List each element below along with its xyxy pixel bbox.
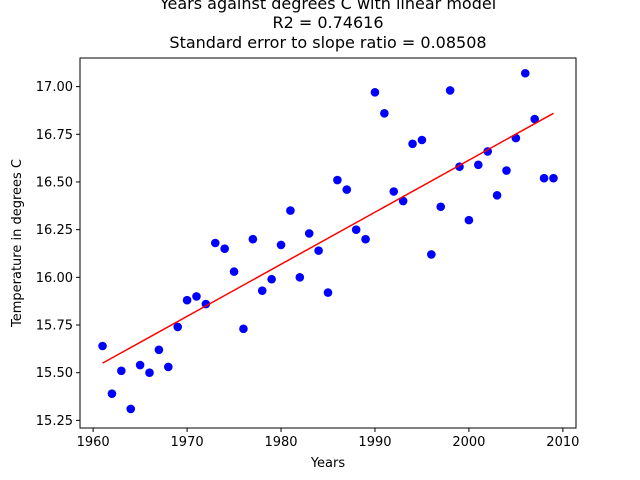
- data-point: [145, 368, 154, 377]
- data-point: [135, 360, 145, 370]
- data-point: [417, 135, 427, 145]
- x-tick-label: 1990: [358, 435, 391, 450]
- x-axis-label: Years: [310, 456, 346, 471]
- title-line-2: R2 = 0.74616: [272, 13, 383, 32]
- data-point: [126, 404, 136, 414]
- data-point: [248, 234, 258, 244]
- data-point: [333, 175, 342, 185]
- data-point: [220, 244, 229, 254]
- data-point: [117, 366, 126, 376]
- data-point: [192, 292, 201, 301]
- x-tick-label: 1960: [77, 435, 110, 450]
- y-tick-label: 16.50: [36, 175, 73, 190]
- data-point: [257, 286, 267, 295]
- data-point: [380, 109, 389, 118]
- data-point: [445, 86, 455, 95]
- data-point: [286, 206, 295, 215]
- title-line-1: Years against degrees C with linear mode…: [159, 0, 496, 13]
- data-point: [398, 196, 408, 206]
- y-tick-label: 17.00: [36, 80, 73, 95]
- plot-frame: [79, 57, 577, 429]
- data-point: [154, 345, 164, 355]
- data-point: [436, 202, 446, 212]
- data-point: [520, 68, 530, 78]
- data-point: [314, 246, 323, 255]
- data-point: [304, 229, 314, 238]
- data-point: [351, 225, 361, 234]
- data-point: [539, 173, 549, 183]
- y-tick-label: 16.00: [36, 271, 73, 286]
- data-point: [239, 324, 248, 334]
- y-axis-ticks: 15.25 15.50 15.75 16.00 16.25 16.50 16.75 17.00: [36, 80, 80, 429]
- data-point: [474, 160, 483, 170]
- regression-line-group: [102, 112, 554, 364]
- data-point: [210, 238, 220, 248]
- data-point: [173, 322, 182, 332]
- data-point: [201, 299, 211, 309]
- x-tick-label: 1980: [264, 435, 297, 450]
- data-point: [98, 341, 107, 351]
- data-point: [182, 295, 192, 305]
- data-point: [502, 166, 511, 175]
- data-point: [164, 362, 173, 372]
- y-tick-label: 15.75: [36, 319, 73, 334]
- y-tick-label: 16.75: [36, 128, 73, 143]
- data-point: [389, 187, 399, 196]
- data-point: [107, 389, 117, 398]
- x-tick-label: 2000: [452, 435, 485, 450]
- data-point: [295, 273, 305, 282]
- y-tick-label: 16.25: [36, 223, 73, 238]
- data-point: [229, 267, 239, 276]
- data-point: [361, 234, 370, 244]
- data-points: [98, 68, 558, 414]
- x-tick-label: 1970: [171, 435, 204, 450]
- data-point: [370, 88, 380, 97]
- data-point: [492, 191, 502, 200]
- data-point: [342, 185, 352, 194]
- y-tick-label: 15.50: [36, 366, 73, 381]
- data-point: [276, 240, 286, 250]
- chart-title: Years against degrees C with linear mode…: [159, 0, 496, 52]
- title-line-3: Standard error to slope ratio = 0.08508: [169, 33, 486, 52]
- y-axis-label: Temperature in degrees C: [10, 159, 25, 328]
- regression-line: [102, 112, 554, 364]
- x-tick-label: 2010: [546, 435, 579, 450]
- data-point: [464, 215, 474, 225]
- data-point: [427, 250, 436, 259]
- data-point: [549, 173, 558, 183]
- data-point: [323, 288, 333, 297]
- y-tick-label: 15.25: [36, 414, 73, 429]
- data-point: [408, 139, 417, 149]
- x-axis-ticks: 1960 1970 1980 1990 2000 2010: [77, 428, 579, 450]
- data-point: [530, 114, 539, 124]
- data-point: [267, 274, 276, 284]
